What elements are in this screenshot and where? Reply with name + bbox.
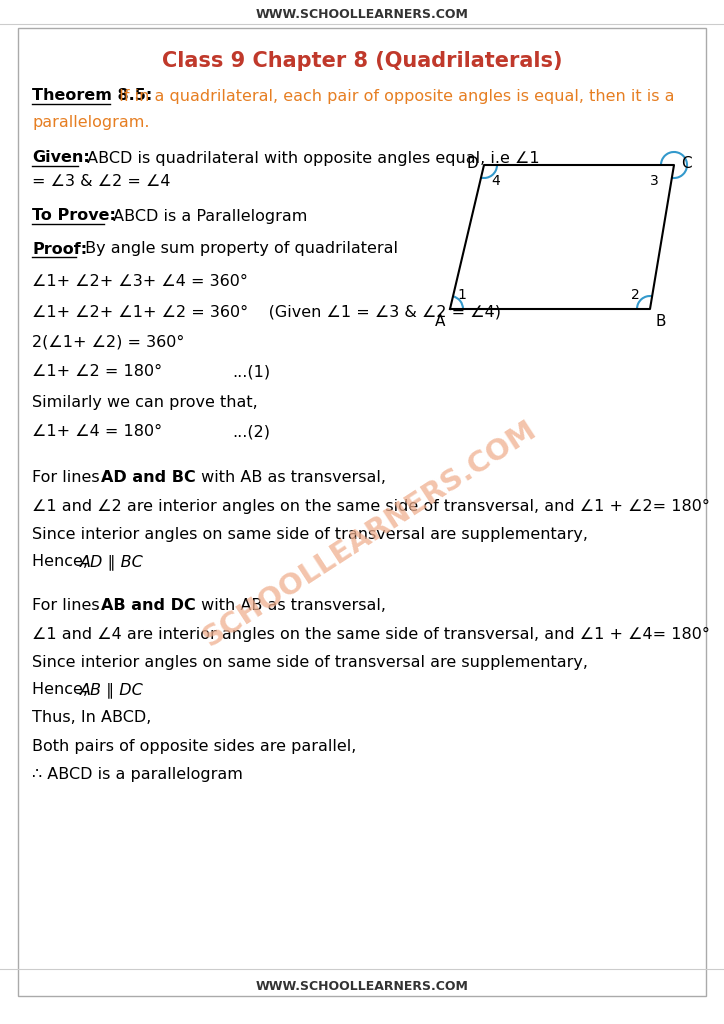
Text: 4: 4	[492, 174, 500, 188]
Text: ∠1+ ∠4 = 180°: ∠1+ ∠4 = 180°	[32, 425, 162, 439]
Text: ∠1 and ∠4 are interior angles on the same side of transversal, and ∠1 + ∠4= 180°: ∠1 and ∠4 are interior angles on the sam…	[32, 627, 710, 641]
Text: By angle sum property of quadrilateral: By angle sum property of quadrilateral	[80, 242, 398, 256]
Text: D: D	[466, 156, 478, 171]
Text: Proof:: Proof:	[32, 242, 87, 256]
Text: AB and DC: AB and DC	[101, 598, 195, 613]
Text: B: B	[656, 313, 666, 329]
Text: WWW.SCHOOLLEARNERS.COM: WWW.SCHOOLLEARNERS.COM	[256, 7, 468, 20]
Text: ...(2): ...(2)	[232, 425, 270, 439]
Text: = ∠3 & ∠2 = ∠4: = ∠3 & ∠2 = ∠4	[32, 174, 170, 189]
Text: AD and BC: AD and BC	[101, 470, 195, 485]
Text: 3: 3	[649, 174, 658, 188]
Text: WWW.SCHOOLLEARNERS.COM: WWW.SCHOOLLEARNERS.COM	[256, 980, 468, 992]
Text: Since interior angles on same side of transversal are supplementary,: Since interior angles on same side of tr…	[32, 654, 588, 670]
Text: A: A	[435, 313, 445, 329]
Text: For lines: For lines	[32, 470, 105, 485]
Text: ∠1+ ∠2+ ∠3+ ∠4 = 360°: ∠1+ ∠2+ ∠3+ ∠4 = 360°	[32, 274, 248, 290]
Text: If in a quadrilateral, each pair of opposite angles is equal, then it is a: If in a quadrilateral, each pair of oppo…	[114, 88, 675, 103]
Text: Since interior angles on same side of transversal are supplementary,: Since interior angles on same side of tr…	[32, 526, 588, 542]
Text: For lines: For lines	[32, 598, 105, 613]
Text: ∠1 and ∠2 are interior angles on the same side of transversal, and ∠1 + ∠2= 180°: ∠1 and ∠2 are interior angles on the sam…	[32, 499, 710, 513]
Text: 2: 2	[631, 288, 639, 302]
Text: Given:: Given:	[32, 151, 90, 166]
Text: parallelogram.: parallelogram.	[32, 115, 149, 129]
Text: with AB as transversal,: with AB as transversal,	[196, 598, 386, 613]
Text: 2(∠1+ ∠2) = 360°: 2(∠1+ ∠2) = 360°	[32, 335, 185, 349]
Text: Similarly we can prove that,: Similarly we can prove that,	[32, 394, 258, 410]
Text: AB ∥ DC: AB ∥ DC	[80, 682, 144, 698]
Text: ∠1+ ∠2+ ∠1+ ∠2 = 360°    (Given ∠1 = ∠3 & ∠2 = ∠4): ∠1+ ∠2+ ∠1+ ∠2 = 360° (Given ∠1 = ∠3 & ∠…	[32, 304, 501, 319]
Text: Thus, In ABCD,: Thus, In ABCD,	[32, 711, 151, 725]
Text: ∠1+ ∠2 = 180°: ∠1+ ∠2 = 180°	[32, 365, 162, 380]
Text: Hence,: Hence,	[32, 555, 93, 569]
FancyBboxPatch shape	[18, 28, 706, 996]
Text: AD ∥ BC: AD ∥ BC	[80, 554, 144, 570]
Text: with AB as transversal,: with AB as transversal,	[196, 470, 386, 485]
Text: Theorem 8.5:: Theorem 8.5:	[32, 88, 152, 103]
Text: ABCD is quadrilateral with opposite angles equal, i.e ∠1: ABCD is quadrilateral with opposite angl…	[82, 151, 539, 166]
Text: Hence,: Hence,	[32, 683, 93, 697]
Text: To Prove:: To Prove:	[32, 209, 116, 223]
Text: Both pairs of opposite sides are parallel,: Both pairs of opposite sides are paralle…	[32, 738, 356, 754]
Text: 1: 1	[458, 288, 466, 302]
Text: Class 9 Chapter 8 (Quadrilaterals): Class 9 Chapter 8 (Quadrilaterals)	[161, 51, 563, 71]
Text: ...(1): ...(1)	[232, 365, 270, 380]
Text: ∴ ABCD is a parallelogram: ∴ ABCD is a parallelogram	[32, 767, 243, 781]
Text: SCHOOLLEARNERS.COM: SCHOOLLEARNERS.COM	[198, 416, 542, 652]
Text: C: C	[681, 156, 691, 171]
Text: ABCD is a Parallelogram: ABCD is a Parallelogram	[108, 209, 308, 223]
